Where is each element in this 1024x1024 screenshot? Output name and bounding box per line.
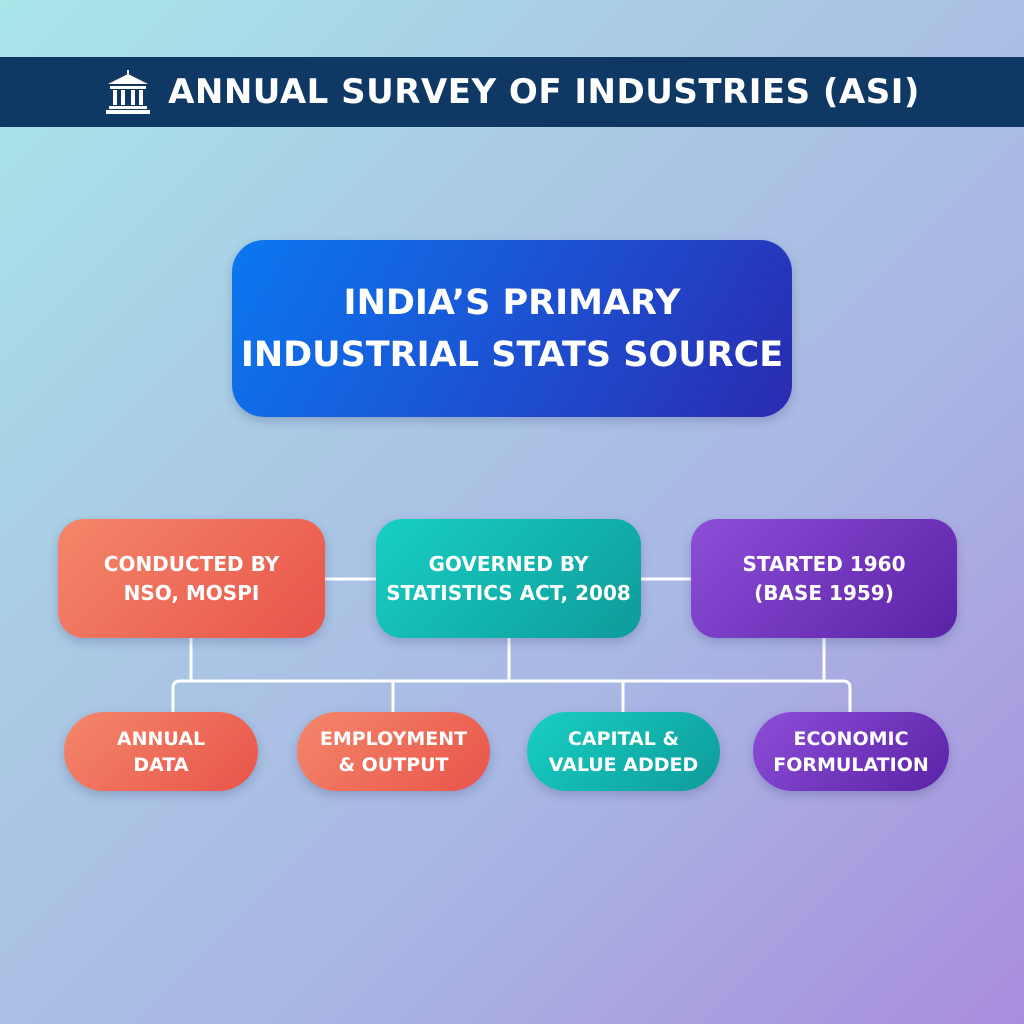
title-banner: ANNUAL SURVEY OF INDUSTRIES (ASI) — [0, 57, 1024, 127]
output-employment-line-2: & OUTPUT — [338, 753, 449, 776]
fact-governed-by: GOVERNED BY STATISTICS ACT, 2008 — [376, 519, 641, 638]
output-capital-line-2: VALUE ADDED — [548, 753, 699, 776]
output-annual-line-2: DATA — [133, 753, 189, 776]
fact-conducted-line-2: NSO, MOSPI — [123, 580, 260, 605]
output-employment-line-1: EMPLOYMENT — [319, 727, 468, 750]
fact-conducted-line-1: CONDUCTED BY — [103, 551, 280, 576]
fact-conducted-by: CONDUCTED BY NSO, MOSPI — [58, 519, 325, 638]
output-employment-output: EMPLOYMENT & OUTPUT — [297, 712, 490, 791]
primary-source-line-2: INDUSTRIAL STATS SOURCE — [240, 334, 784, 375]
fact-governed-line-2: STATISTICS ACT, 2008 — [386, 580, 631, 605]
primary-source-node: INDIA’S PRIMARY INDUSTRIAL STATS SOURCE — [232, 240, 792, 417]
output-economic-line-1: ECONOMIC — [793, 727, 909, 750]
output-annual-line-1: ANNUAL — [116, 727, 206, 750]
output-annual-data: ANNUAL DATA — [64, 712, 258, 791]
connector-bus — [171, 679, 852, 714]
output-economic-line-2: FORMULATION — [773, 753, 929, 776]
fact-governed-line-1: GOVERNED BY — [428, 551, 589, 576]
institution-building-icon — [106, 70, 151, 114]
output-economic-formulation: ECONOMIC FORMULATION — [753, 712, 949, 791]
output-capital-value-added: CAPITAL & VALUE ADDED — [527, 712, 720, 791]
page-title: ANNUAL SURVEY OF INDUSTRIES (ASI) — [168, 72, 920, 112]
fact-started-line-2: (BASE 1959) — [754, 580, 894, 605]
fact-started-line-1: STARTED 1960 — [742, 551, 906, 576]
fact-started: STARTED 1960 (BASE 1959) — [691, 519, 957, 638]
output-capital-line-1: CAPITAL & — [567, 727, 680, 750]
primary-source-line-1: INDIA’S PRIMARY — [343, 282, 681, 323]
